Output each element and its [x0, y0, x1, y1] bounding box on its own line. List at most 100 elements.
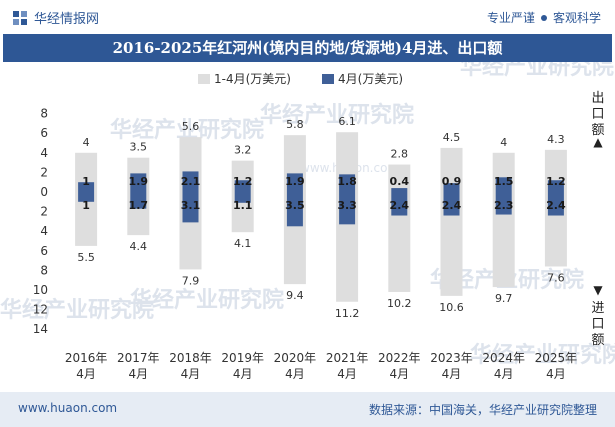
label-month-import: 3.1 [181, 199, 201, 212]
x-tick-label-month: 4月 [233, 367, 253, 381]
label-month-export: 2.1 [181, 175, 201, 188]
label-cumulative-export: 5.6 [182, 120, 200, 133]
y-tick-label: 14 [33, 322, 48, 336]
label-month-import: 1 [82, 199, 90, 212]
bar-cumulative [440, 147, 463, 296]
x-tick-label-year: 2019年 [221, 351, 264, 365]
label-month-export: 1.9 [285, 175, 305, 188]
label-cumulative-import: 4.1 [234, 237, 252, 250]
bar-month [339, 174, 356, 225]
label-month-import: 2.3 [494, 199, 514, 212]
x-tick-label-year: 2023年 [430, 351, 473, 365]
x-tick-label-year: 2016年 [65, 351, 108, 365]
footer-website: www.huaon.com [18, 401, 118, 415]
label-month-export: 1.2 [546, 175, 566, 188]
label-month-export: 1.8 [337, 175, 357, 188]
watermark-text: 华经产业研究院 [130, 287, 284, 313]
down-arrow-icon: ▼ [593, 283, 603, 297]
x-tick-label-month: 4月 [546, 367, 566, 381]
label-cumulative-export: 2.8 [391, 148, 409, 161]
x-tick-label-month: 4月 [181, 367, 201, 381]
watermark-text: 华经产业研究院 [470, 342, 615, 368]
footer: www.huaon.com 数据来源：中国海关，华经产业研究院整理 [0, 392, 615, 427]
bar-month [495, 177, 512, 215]
label-month-export: 0.4 [390, 175, 410, 188]
label-cumulative-export: 4.3 [547, 133, 565, 146]
top-bar: 华经情报网 专业严谨 客观科学 [0, 0, 615, 34]
side-label-export-char: 口 [591, 107, 604, 122]
legend-swatch-month [322, 74, 334, 84]
brand: 华经情报网 [12, 8, 99, 27]
label-month-export: 1.9 [129, 175, 149, 188]
x-tick-label-year: 2022年 [378, 351, 421, 365]
x-tick-label-month: 4月 [442, 367, 462, 381]
x-tick-label-year: 2020年 [274, 351, 317, 365]
footer-source: 数据来源：中国海关，华经产业研究院整理 [368, 403, 597, 417]
legend-label-month: 4月(万美元) [338, 72, 403, 86]
bar-cumulative [492, 152, 515, 288]
label-month-import: 2.4 [546, 199, 566, 212]
side-label-import-char: 口 [591, 317, 604, 332]
label-cumulative-import: 7.6 [547, 271, 565, 284]
label-month-export: 1 [82, 175, 90, 188]
x-tick-label-year: 2025年 [535, 351, 578, 365]
bar-month [547, 180, 564, 216]
y-tick-label: 8 [40, 107, 48, 121]
label-cumulative-import: 9.7 [495, 292, 513, 305]
x-tick-label-year: 2024年 [482, 351, 525, 365]
y-tick-label: 6 [40, 126, 48, 140]
label-month-import: 1.1 [233, 199, 253, 212]
label-cumulative-export: 6.1 [338, 115, 356, 128]
label-month-import: 3.3 [337, 199, 357, 212]
y-tick-label: 2 [40, 205, 48, 219]
label-cumulative-import: 10.2 [387, 297, 412, 310]
bar-month [78, 182, 95, 202]
label-month-import: 2.4 [390, 199, 410, 212]
y-tick-label: 2 [40, 165, 48, 179]
label-month-export: 1.2 [233, 175, 253, 188]
label-cumulative-import: 5.5 [77, 251, 95, 264]
label-cumulative-export: 5.8 [286, 118, 304, 131]
slogan-dot-icon [540, 14, 547, 21]
y-tick-label: 4 [40, 224, 48, 238]
label-cumulative-export: 4 [83, 136, 90, 149]
label-month-import: 2.4 [442, 199, 462, 212]
slogan: 专业严谨 客观科学 [487, 9, 601, 26]
x-tick-label-month: 4月 [337, 367, 357, 381]
label-cumulative-import: 11.2 [335, 307, 360, 320]
y-tick-label: 4 [40, 146, 48, 160]
side-label-import-char: 进 [591, 301, 604, 316]
label-month-import: 3.5 [285, 199, 305, 212]
bar-month [130, 173, 147, 209]
label-month-export: 0.9 [442, 175, 462, 188]
x-tick-label-month: 4月 [76, 367, 96, 381]
watermark-text: 华经产业研究院 [460, 62, 614, 80]
label-cumulative-import: 7.9 [182, 274, 200, 287]
side-label-import-char: 额 [591, 333, 604, 348]
x-tick-label-year: 2021年 [326, 351, 369, 365]
brand-logo-icon [13, 10, 27, 25]
label-cumulative-import: 10.6 [439, 301, 464, 314]
watermark-text: 华经产业研究院 [0, 297, 154, 323]
y-tick-label: 12 [33, 303, 48, 317]
label-month-import: 1.7 [129, 199, 149, 212]
label-cumulative-export: 3.5 [130, 141, 148, 154]
y-tick-label: 10 [33, 283, 48, 297]
label-cumulative-export: 3.2 [234, 144, 252, 157]
brand-name: 华经情报网 [34, 12, 100, 27]
label-cumulative-export: 4 [500, 136, 507, 149]
slogan-left: 专业严谨 [486, 11, 535, 25]
bar-month [286, 173, 303, 227]
label-cumulative-import: 9.4 [286, 289, 304, 302]
x-tick-label-month: 4月 [494, 367, 514, 381]
bar-month [234, 180, 251, 203]
x-tick-label-month: 4月 [285, 367, 305, 381]
label-cumulative-export: 4.5 [443, 131, 461, 144]
label-month-export: 1.5 [494, 175, 514, 188]
up-arrow-icon: ▲ [593, 135, 603, 149]
y-tick-label: 8 [40, 263, 48, 277]
x-tick-label-year: 2018年 [169, 351, 212, 365]
legend-swatch-cumulative [198, 74, 210, 84]
watermark-text: 华经产业研究院 [260, 102, 414, 128]
side-label-export-char: 额 [591, 123, 604, 138]
